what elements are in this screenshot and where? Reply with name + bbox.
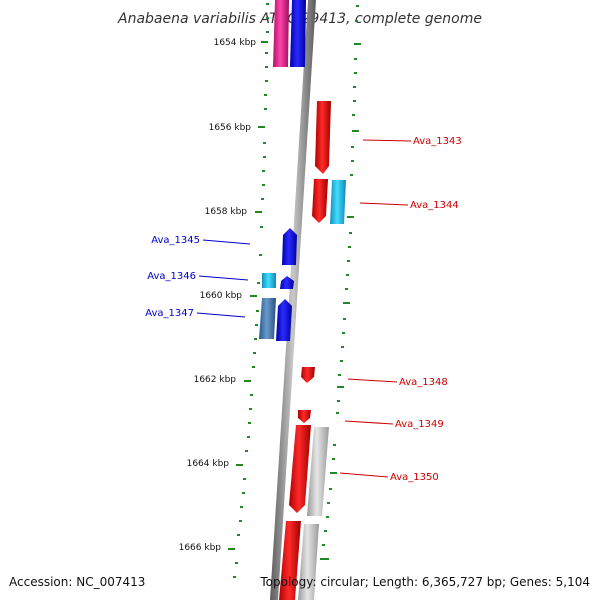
gene-red-bottom	[279, 521, 301, 600]
top-genes	[273, 0, 306, 67]
right-scale-ticks	[322, 43, 361, 560]
gene-label[interactable]: Ava_1348	[399, 377, 448, 388]
right-scale-dots	[320, 5, 359, 560]
gene-label[interactable]: Ava_1343	[413, 136, 462, 147]
tick-label: 1666 kbp	[179, 543, 222, 553]
gene-ava-1349[interactable]	[298, 410, 311, 423]
gene-label[interactable]: Ava_1345	[151, 235, 200, 246]
gene-ava-1348[interactable]	[301, 367, 315, 383]
left-leader-lines	[196, 239, 251, 318]
tick-label: 1662 kbp	[194, 375, 237, 385]
gene-blue-ava1347-pair	[276, 299, 292, 341]
gene-label[interactable]: Ava_1346	[147, 271, 196, 282]
tick-label: 1660 kbp	[200, 291, 243, 301]
gene-label[interactable]: Ava_1347	[145, 308, 194, 319]
gene-ava-1346[interactable]	[262, 273, 276, 288]
tick-label: 1664 kbp	[187, 459, 230, 469]
gene-pink	[273, 0, 289, 67]
tick-label: 1656 kbp	[209, 123, 252, 133]
gene-grey-bottom	[298, 524, 319, 600]
gene-ava-1343[interactable]	[315, 101, 331, 174]
tick-labels: 1654 kbp 1656 kbp 1658 kbp 1660 kbp 1662…	[179, 38, 257, 553]
gene-label[interactable]: Ava_1349	[395, 419, 444, 430]
gene-ava-1347[interactable]	[259, 298, 276, 339]
gene-ava-1345[interactable]	[282, 228, 297, 265]
genome-backbone	[270, 0, 316, 600]
gene-cyan-right	[330, 180, 346, 224]
gene-ava-1350[interactable]	[289, 425, 311, 513]
gene-label[interactable]: Ava_1350	[390, 472, 439, 483]
left-scale-ticks	[228, 41, 268, 550]
tick-label: 1654 kbp	[214, 38, 257, 48]
left-scale-dots	[233, 3, 269, 578]
gene-blue-small	[280, 276, 294, 289]
gene-labels-left: Ava_1345 Ava_1346 Ava_1347	[145, 235, 200, 319]
right-leader-lines	[339, 139, 412, 478]
tick-label: 1658 kbp	[205, 207, 248, 217]
accession-text: Accession: NC_007413	[9, 575, 145, 589]
gene-label[interactable]: Ava_1344	[410, 200, 459, 211]
gene-ava-1344[interactable]	[312, 179, 328, 223]
gene-grey-1	[307, 427, 329, 516]
genome-summary-text: Topology: circular; Length: 6,365,727 bp…	[259, 575, 590, 589]
gene-blue-top	[290, 0, 306, 67]
gene-labels-right: Ava_1343 Ava_1344 Ava_1348 Ava_1349 Ava_…	[390, 136, 462, 483]
